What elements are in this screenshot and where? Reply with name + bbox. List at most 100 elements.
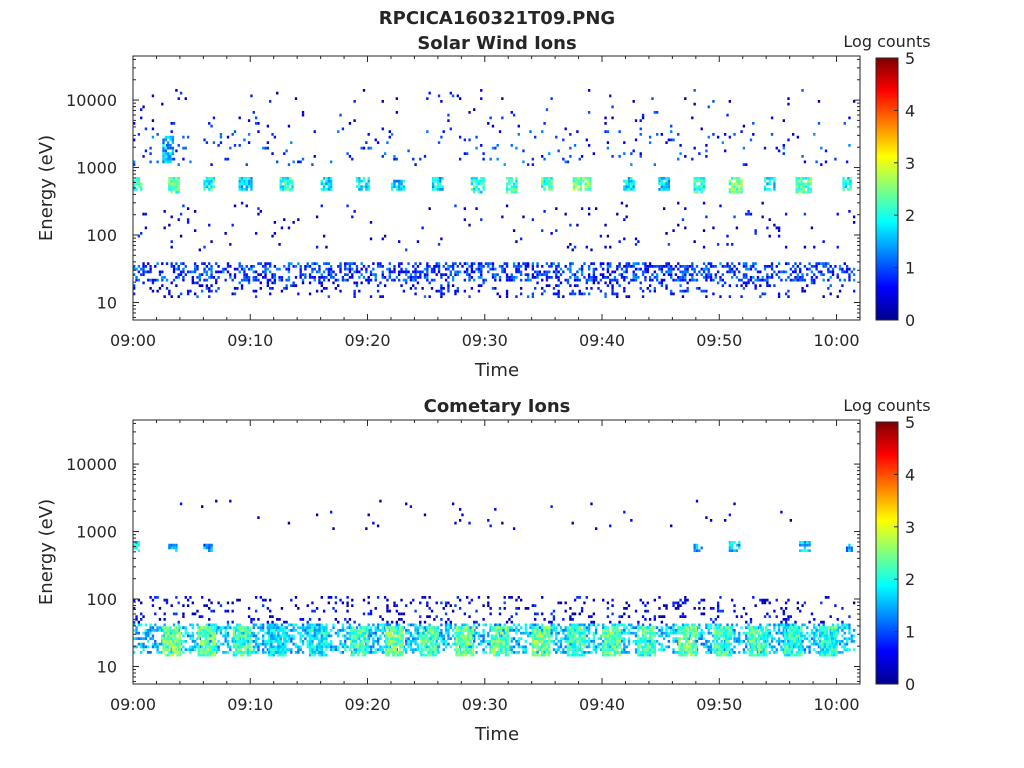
spectrogram-cell (215, 623, 218, 627)
spectrogram-cell (158, 626, 162, 629)
spectrogram-cell (239, 651, 243, 654)
spectrogram-cell (387, 626, 390, 629)
colorbar-tick-label: 5 (905, 49, 915, 68)
spectrogram-cell (394, 626, 397, 629)
spectrogram-cell (555, 276, 558, 279)
spectrogram-cell (381, 155, 384, 158)
spectrogram-cell (698, 287, 701, 290)
spectrogram-cell (325, 245, 328, 249)
spectrogram-cell (435, 640, 438, 643)
spectrogram-cell (396, 640, 400, 643)
spectrogram-cell (292, 284, 295, 287)
spectrogram-cell (550, 232, 553, 235)
spectrogram-cell (229, 273, 232, 276)
spectrogram-cell (213, 629, 217, 632)
spectrogram-cell (784, 292, 788, 296)
spectrogram-cell (170, 182, 173, 186)
spectrogram-cell (204, 642, 207, 646)
spectrogram-cell (455, 645, 458, 649)
spectrogram-cell (191, 645, 194, 649)
spectrogram-cell (284, 179, 287, 183)
spectrogram-cell (167, 629, 170, 632)
spectrogram-cell (590, 276, 593, 279)
spectrogram-cell (177, 267, 180, 271)
spectrogram-cell (437, 94, 441, 98)
spectrogram-cell (329, 160, 333, 164)
spectrogram-cell (738, 651, 741, 654)
spectrogram-cell (196, 642, 199, 646)
spectrogram-cell (473, 640, 476, 643)
spectrogram-cell (376, 626, 380, 629)
y-tick-label: 10 (97, 293, 117, 312)
spectrogram-cell (822, 623, 825, 627)
spectrogram-cell (667, 273, 671, 276)
spectrogram-cell (592, 648, 595, 651)
spectrogram-cell (171, 651, 175, 654)
spectrogram-cell (428, 91, 431, 95)
spectrogram-cell (698, 177, 701, 180)
spectrogram-cell (651, 273, 654, 276)
spectrogram-cell (838, 289, 842, 293)
spectrogram-cell (208, 289, 211, 293)
spectrogram-cell (791, 623, 795, 627)
spectrogram-cell (580, 270, 584, 274)
spectrogram-cell (325, 653, 328, 657)
spectrogram-cell (489, 648, 492, 651)
spectrogram-cell (557, 149, 560, 153)
spectrogram-cell (531, 157, 535, 161)
spectrogram-cell (545, 177, 549, 180)
spectrogram-cell (803, 546, 807, 550)
spectrogram-cell (252, 278, 255, 282)
spectrogram-cell (670, 265, 673, 268)
spectrogram-cell (327, 278, 330, 282)
spectrogram-cell (158, 273, 162, 276)
spectrogram-cell (759, 295, 762, 298)
spectrogram-cell (322, 185, 326, 188)
spectrogram-cell (845, 270, 849, 274)
spectrogram-cell (427, 640, 430, 643)
spectrogram-cell (205, 623, 209, 627)
spectrogram-cell (475, 267, 478, 271)
spectrogram-cell (399, 640, 402, 643)
spectrogram-cell (789, 278, 792, 282)
spectrogram-cell (491, 146, 495, 150)
spectrogram-cell (848, 273, 851, 276)
spectrogram-cell (379, 623, 382, 627)
spectrogram-cell (447, 634, 450, 638)
spectrogram-cell (354, 645, 357, 649)
spectrogram-cell (168, 185, 171, 188)
spectrogram-cell (229, 645, 232, 649)
spectrogram-cell (733, 645, 736, 649)
spectrogram-cell (780, 648, 783, 651)
spectrogram-cell (482, 278, 485, 282)
spectrogram-cell (204, 648, 207, 651)
spectrogram-cell (592, 640, 595, 643)
spectrogram-cell (135, 188, 138, 191)
spectrogram-cell (604, 276, 607, 279)
spectrogram-cell (688, 637, 692, 640)
spectrogram-cell (429, 642, 433, 646)
spectrogram-cell (723, 265, 727, 268)
spectrogram-cell (259, 287, 262, 290)
spectrogram-cell (789, 623, 792, 627)
spectrogram-cell (284, 648, 287, 651)
spectrogram-cell (162, 138, 165, 142)
spectrogram-cell (315, 623, 319, 627)
spectrogram-cell (414, 623, 417, 627)
spectrogram-cell (320, 623, 323, 627)
spectrogram-cell (329, 629, 333, 632)
spectrogram-cell (247, 281, 251, 285)
spectrogram-cell (281, 629, 285, 632)
spectrogram-cell (233, 144, 237, 147)
spectrogram-cell (287, 267, 291, 271)
spectrogram-cell (512, 190, 516, 194)
spectrogram-cell (344, 273, 347, 276)
spectrogram-cell (731, 177, 734, 180)
spectrogram-cell (672, 651, 675, 654)
spectrogram-cell (644, 276, 647, 279)
spectrogram-cell (349, 634, 353, 638)
spectrogram-cell (311, 626, 314, 629)
spectrogram-cell (705, 273, 708, 276)
spectrogram-cell (354, 651, 357, 654)
spectrogram-cell (212, 116, 216, 120)
